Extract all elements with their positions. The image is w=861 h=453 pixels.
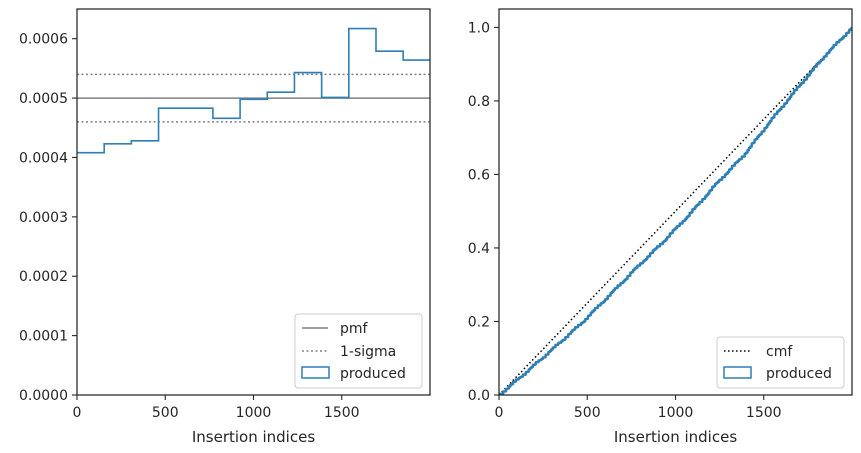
produced-point xyxy=(634,268,636,270)
legend-produced-swatch xyxy=(301,366,330,379)
right-ytick-label: 0.2 xyxy=(468,314,490,330)
right-ytick-label: 1.0 xyxy=(468,20,490,36)
left-legend-box xyxy=(294,313,423,389)
cmf-line xyxy=(499,26,852,395)
produced-point xyxy=(525,371,527,373)
legend-produced-label: produced xyxy=(766,366,832,382)
produced-point xyxy=(797,86,799,88)
right-xtick-label: 1000 xyxy=(658,405,694,421)
left-ytick-label: 0.0000 xyxy=(19,388,68,404)
produced-point xyxy=(579,322,581,324)
left-xtick-label: 0 xyxy=(73,405,82,421)
left-ytick-label: 0.0003 xyxy=(19,210,68,226)
right-xtick-label: 0 xyxy=(495,405,504,421)
legend-sigma-label: 1-sigma xyxy=(340,344,396,360)
right-panel-cmf: 0.0 0.2 0.4 0.6 0.8 1.0 0 500 1000 1500 Insertion … xyxy=(468,8,853,446)
right-ytick-label: 0.4 xyxy=(468,241,490,257)
right-xtick-label: 500 xyxy=(574,405,601,421)
right-ytick-label: 0.6 xyxy=(468,167,490,183)
right-xtick-label: 1500 xyxy=(746,405,782,421)
produced-cumulative-curve xyxy=(499,27,852,395)
right-x-axis-title: Insertion indices xyxy=(614,428,737,446)
left-legend: pmf 1-sigma produced xyxy=(294,313,423,389)
left-panel-pmf: 0.0000 0.0001 0.0002 0.0003 0.0004 0.0005 0.00… xyxy=(19,8,431,446)
right-ytick-label: 0.8 xyxy=(468,94,490,110)
right-plot-area xyxy=(499,26,852,395)
produced-point xyxy=(742,154,744,156)
left-xtick-label: 1500 xyxy=(324,405,360,421)
left-ytick-label: 0.0004 xyxy=(19,150,68,166)
produced-point xyxy=(770,119,772,121)
produced-point xyxy=(661,241,663,243)
left-xtick-label: 1000 xyxy=(236,405,272,421)
right-legend: cmf produced xyxy=(716,336,845,389)
right-legend-box xyxy=(716,336,845,389)
left-ytick-label: 0.0001 xyxy=(19,329,68,345)
legend-pmf-label: pmf xyxy=(340,321,369,337)
produced-histogram xyxy=(77,27,430,154)
left-ytick-label: 0.0005 xyxy=(19,91,68,107)
left-ytick-label: 0.0006 xyxy=(19,32,68,48)
produced-point xyxy=(824,54,826,56)
produced-point xyxy=(688,213,690,215)
produced-point xyxy=(715,182,717,184)
right-ytick-label: 0.0 xyxy=(468,388,490,404)
left-ytick-label: 0.0002 xyxy=(19,269,68,285)
left-xtick-label: 500 xyxy=(152,405,179,421)
produced-point xyxy=(552,347,554,349)
legend-produced-swatch xyxy=(723,366,752,379)
left-plot-area xyxy=(77,27,430,154)
legend-produced-label: produced xyxy=(340,366,406,382)
produced-point xyxy=(607,295,609,297)
left-x-axis-title: Insertion indices xyxy=(192,428,315,446)
legend-cmf-label: cmf xyxy=(766,344,793,360)
